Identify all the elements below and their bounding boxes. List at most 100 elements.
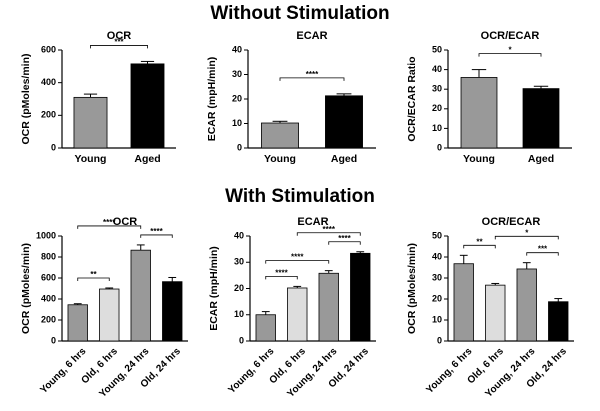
y-tick-label: 0 — [239, 335, 244, 345]
bar — [130, 63, 165, 149]
significance-bracket — [77, 225, 142, 229]
y-tick-label: 10 — [234, 309, 244, 319]
bar — [522, 88, 560, 149]
bar — [453, 263, 474, 342]
y-tick-label: 800 — [41, 251, 56, 261]
y-axis-label: OCR (pMoles/min) — [20, 243, 32, 334]
section-heading: Without Stimulation — [210, 3, 389, 24]
error-bar — [140, 60, 155, 64]
error-bar — [83, 93, 98, 98]
y-tick-label: 40 — [232, 44, 242, 54]
x-tick-label: Young — [264, 153, 296, 165]
x-tick-label: Young — [75, 153, 107, 165]
chart-title: ECAR — [296, 30, 327, 42]
y-tick-label: 30 — [234, 257, 244, 267]
y-tick-label: 20 — [432, 293, 442, 303]
error-bar — [272, 120, 288, 124]
y-tick-label: 0 — [51, 142, 56, 152]
y-tick-label: 10 — [432, 314, 442, 324]
y-tick-label: 10 — [432, 123, 442, 133]
bar — [130, 249, 151, 342]
chart-title: OCR — [113, 216, 138, 228]
y-tick-label: 10 — [232, 118, 242, 128]
x-tick-label: Aged — [134, 153, 160, 165]
significance-bracket — [265, 260, 330, 264]
significance-bracket — [463, 244, 496, 249]
y-tick-label: 0 — [437, 335, 442, 345]
error-bar — [491, 282, 500, 286]
error-bar — [293, 285, 302, 288]
y-tick-label: 600 — [41, 272, 56, 282]
significance-label: **** — [103, 218, 116, 227]
error-bar — [73, 303, 82, 305]
error-bar — [105, 287, 114, 290]
y-tick-label: 30 — [432, 84, 442, 94]
y-tick-label: 0 — [437, 142, 442, 152]
bar — [318, 272, 339, 342]
x-tick-label: Young, 6 hrs — [424, 346, 474, 396]
y-tick-label: 40 — [234, 230, 244, 240]
error-bar — [336, 93, 352, 96]
y-tick-label: 1000 — [36, 230, 56, 240]
significance-bracket — [494, 235, 559, 240]
y-tick-label: 40 — [432, 64, 442, 74]
x-tick-label: Young, 6 hrs — [226, 346, 276, 396]
bar — [548, 301, 569, 342]
chart-title: OCR/ECAR — [482, 216, 541, 228]
section-heading: With Stimulation — [225, 186, 375, 207]
bar — [162, 281, 183, 342]
chart-title: ECAR — [297, 216, 328, 228]
bar — [460, 77, 498, 149]
x-tick-label: Young, 6 hrs — [38, 346, 88, 396]
bar — [261, 122, 299, 149]
bar — [73, 96, 108, 149]
x-tick-label: Aged — [528, 153, 554, 165]
significance-bracket — [296, 232, 361, 236]
chart-title: OCR/ECAR — [481, 30, 540, 42]
y-tick-label: 0 — [237, 142, 242, 152]
significance-bracket — [279, 77, 345, 81]
significance-label: ** — [90, 270, 97, 279]
error-bar — [522, 262, 531, 269]
significance-bracket — [478, 53, 542, 57]
significance-label: **** — [275, 268, 288, 277]
x-tick-label: Young — [463, 153, 495, 165]
y-tick-label: 400 — [41, 77, 56, 87]
error-bar — [168, 276, 177, 282]
error-bar — [554, 298, 563, 302]
significance-label: *** — [114, 37, 124, 46]
y-axis-label: ECAR (mpH/min) — [208, 246, 220, 331]
significance-label: **** — [306, 70, 319, 79]
y-axis-label: OCR (pMoles/min) — [20, 54, 32, 145]
significance-label: * — [525, 228, 529, 237]
bar — [287, 287, 308, 342]
y-tick-label: 50 — [432, 44, 442, 54]
y-tick-label: 20 — [432, 103, 442, 113]
bar — [67, 304, 88, 342]
error-bar — [459, 254, 468, 264]
error-bar — [533, 85, 549, 89]
significance-bracket — [265, 276, 298, 280]
y-tick-label: 20 — [234, 283, 244, 293]
error-bar — [356, 251, 365, 254]
y-tick-label: 600 — [41, 44, 56, 54]
y-tick-label: 0 — [51, 335, 56, 345]
significance-label: **** — [291, 253, 304, 262]
error-bar — [471, 69, 487, 78]
bar — [255, 314, 276, 342]
error-bar — [136, 244, 145, 251]
bar — [325, 95, 363, 149]
error-bar — [324, 270, 333, 274]
significance-bracket — [328, 241, 361, 245]
y-axis-label: ECAR (mpH/min) — [206, 57, 218, 142]
significance-bracket — [526, 252, 559, 256]
significance-bracket — [140, 234, 173, 238]
chart-title: OCR — [107, 30, 132, 42]
significance-label: **** — [150, 227, 163, 236]
y-tick-label: 200 — [41, 314, 56, 324]
y-tick-label: 50 — [432, 230, 442, 240]
y-tick-label: 30 — [432, 272, 442, 282]
significance-bracket — [90, 45, 148, 49]
bar — [99, 288, 120, 342]
